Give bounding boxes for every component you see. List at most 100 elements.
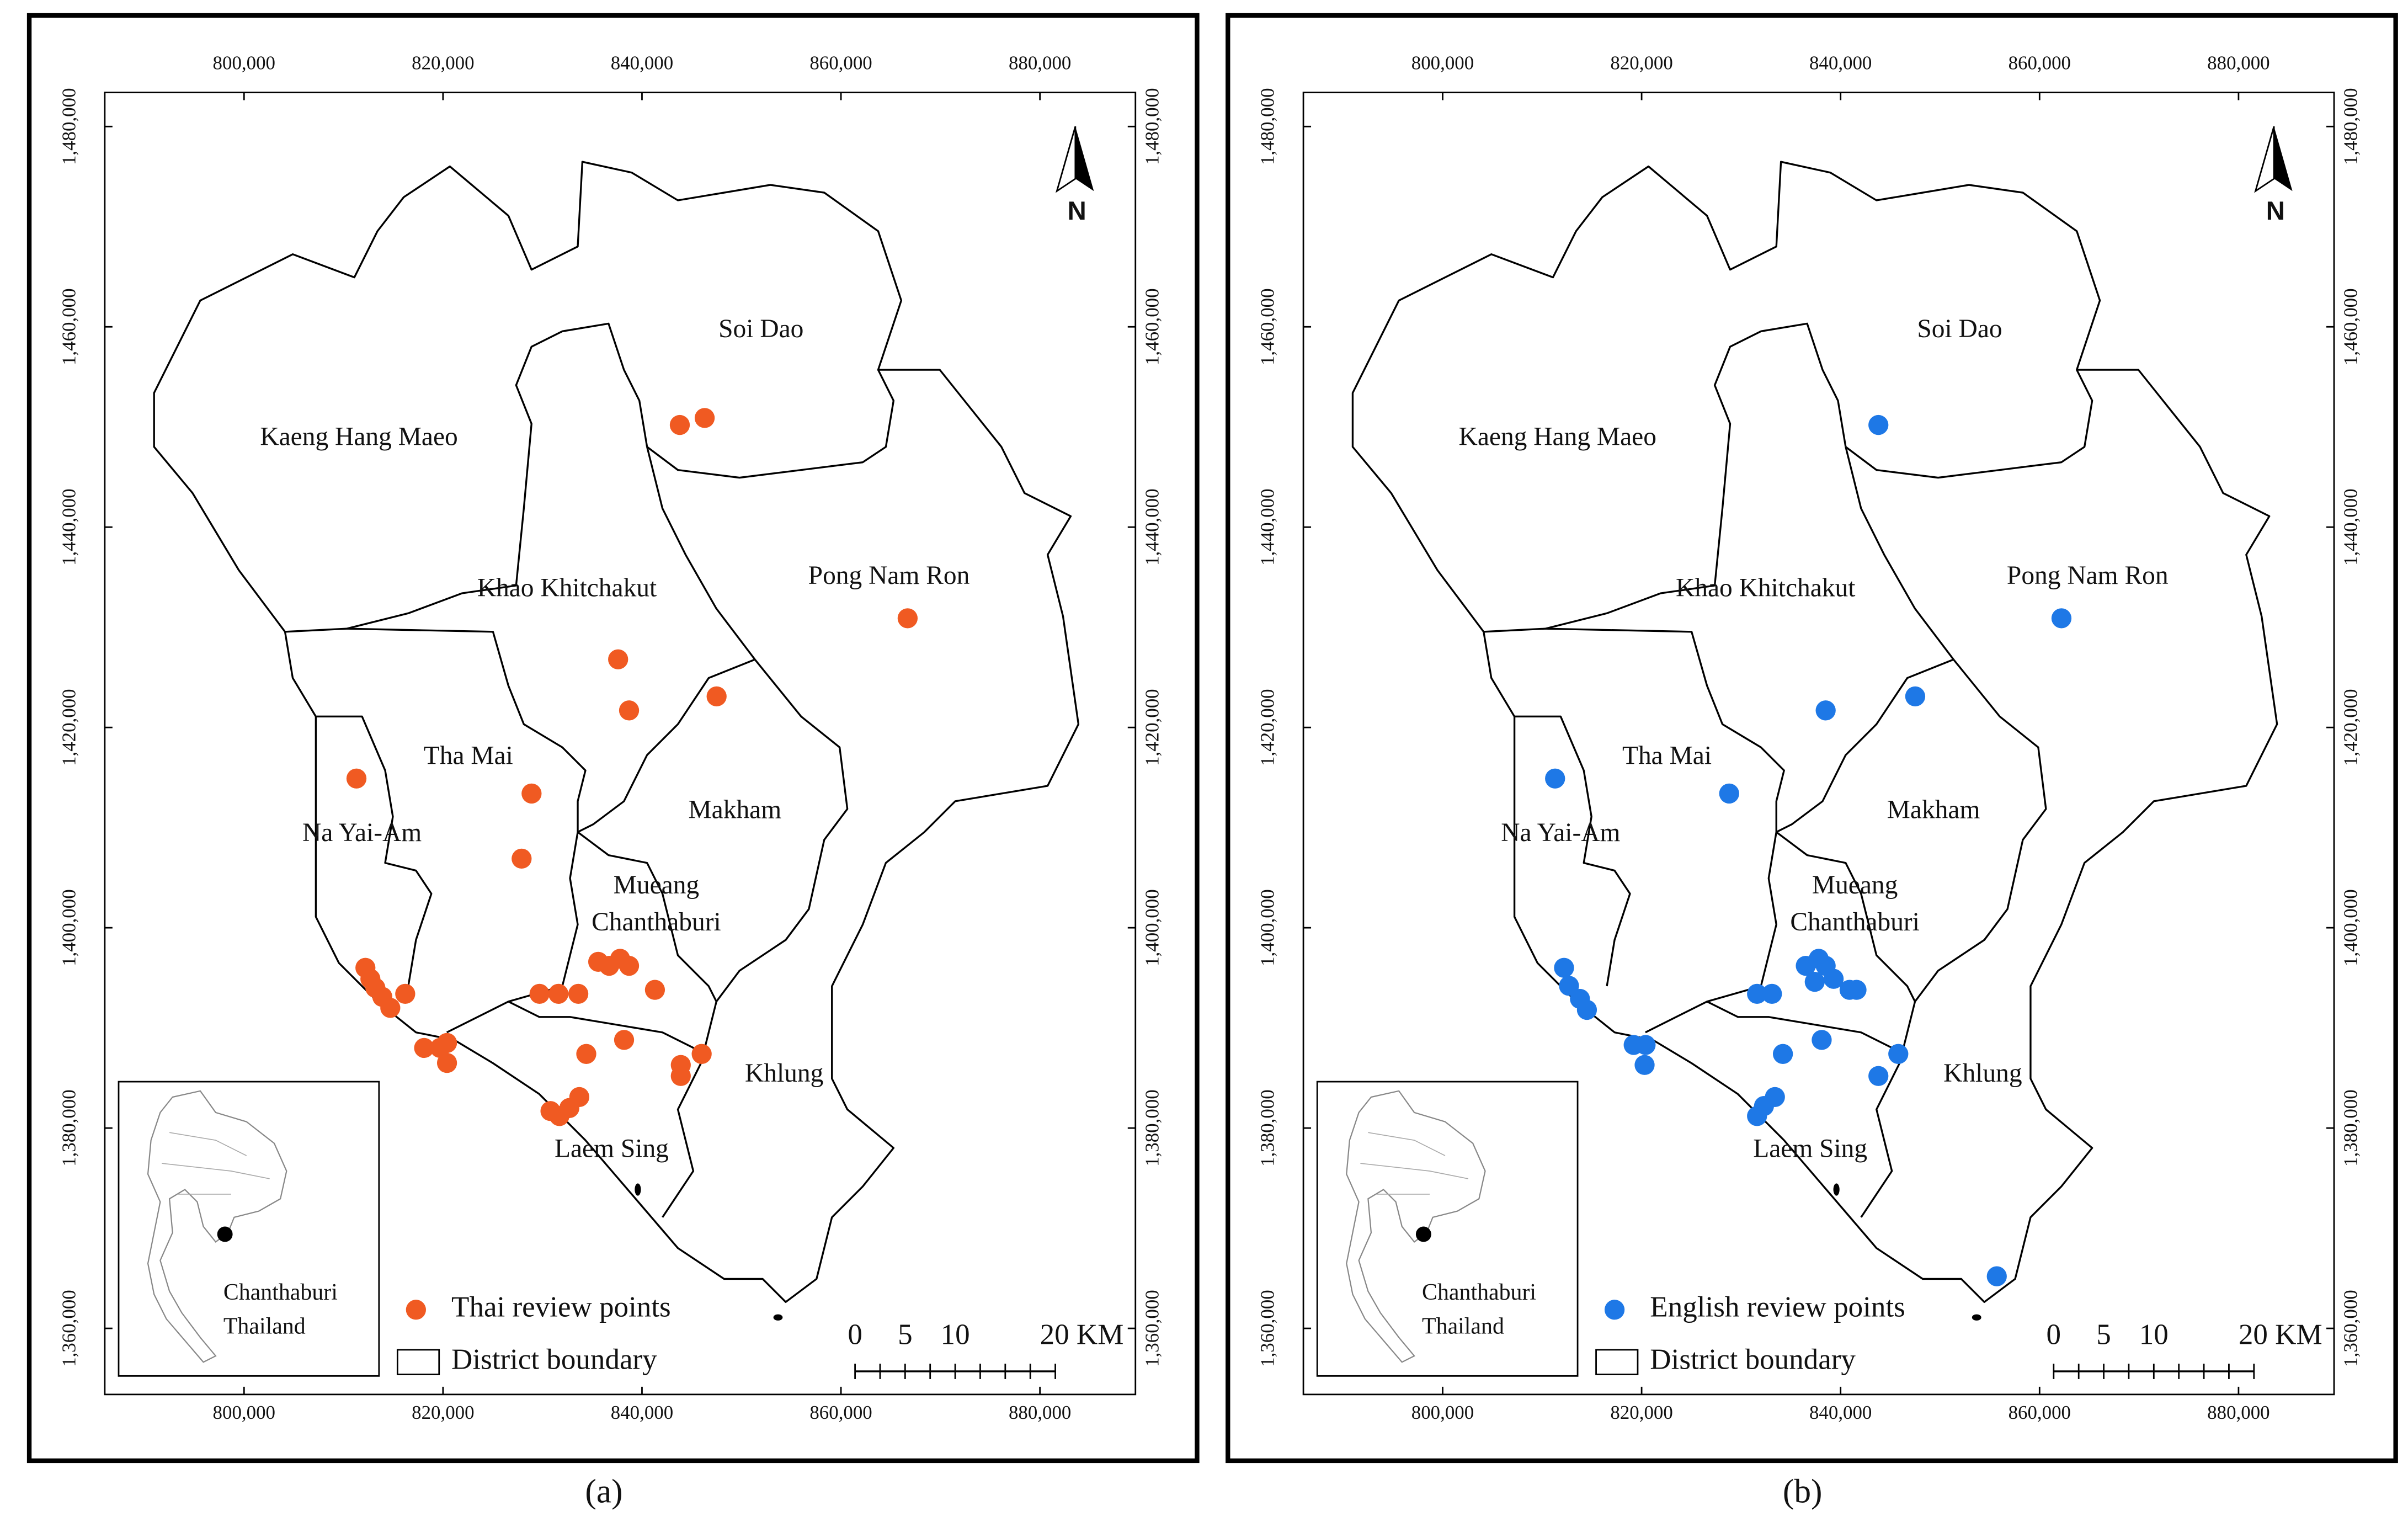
district-label: Laem Sing bbox=[555, 1135, 669, 1163]
district-label: Laem Sing bbox=[1753, 1135, 1867, 1163]
scale-bar-label: 0 bbox=[2047, 1319, 2061, 1351]
review-point bbox=[395, 983, 415, 1004]
review-point bbox=[1765, 1087, 1785, 1107]
y-tick-label: 1,440,000 bbox=[2340, 488, 2362, 566]
x-tick-label: 860,000 bbox=[2009, 1402, 2071, 1423]
y-tick-label: 1,480,000 bbox=[1141, 88, 1163, 165]
y-tick-label: 1,480,000 bbox=[2340, 88, 2362, 165]
x-tick-label: 840,000 bbox=[611, 1402, 673, 1423]
review-point bbox=[576, 1044, 596, 1064]
review-point bbox=[1576, 999, 1597, 1020]
review-point bbox=[512, 848, 532, 869]
review-point bbox=[588, 951, 609, 972]
legend-point-symbol bbox=[1604, 1300, 1625, 1320]
review-point bbox=[897, 608, 918, 629]
y-tick-label: 1,420,000 bbox=[1141, 689, 1163, 766]
north-arrow bbox=[1056, 125, 1095, 192]
x-tick-label: 880,000 bbox=[1009, 52, 1071, 73]
legend-label: District boundary bbox=[1650, 1343, 1856, 1375]
legend-label: Thai review points bbox=[451, 1291, 671, 1323]
inset-label: Chanthaburi bbox=[223, 1280, 338, 1305]
review-point bbox=[568, 983, 589, 1004]
y-tick-label: 1,400,000 bbox=[1257, 889, 1278, 966]
x-tick-label: 820,000 bbox=[1610, 52, 1672, 73]
district-label: Soi Dao bbox=[718, 315, 803, 343]
review-point bbox=[619, 700, 640, 721]
review-point bbox=[529, 983, 550, 1004]
district-label: Khao Khitchakut bbox=[1676, 573, 1856, 602]
district-label: Makham bbox=[1887, 795, 1980, 824]
y-tick-label: 1,460,000 bbox=[1257, 288, 1278, 365]
panel-caption: (b) bbox=[1783, 1472, 1823, 1510]
y-tick-label: 1,480,000 bbox=[58, 88, 79, 165]
review-point bbox=[614, 1030, 635, 1050]
x-tick-label: 800,000 bbox=[1411, 52, 1474, 73]
review-point bbox=[644, 980, 665, 1000]
y-tick-label: 1,400,000 bbox=[2340, 889, 2362, 966]
legend-label: District boundary bbox=[451, 1343, 657, 1375]
y-tick-label: 1,440,000 bbox=[58, 488, 79, 566]
y-tick-label: 1,380,000 bbox=[58, 1089, 79, 1167]
panel-border bbox=[1226, 13, 2398, 1464]
review-point bbox=[1812, 1030, 1832, 1050]
review-point bbox=[1772, 1044, 1793, 1064]
district-label: Mueang bbox=[1812, 871, 1898, 900]
legend-boundary-symbol bbox=[396, 1349, 440, 1375]
legend-boundary-symbol bbox=[1595, 1349, 1639, 1375]
district-label: Chanthaburi bbox=[592, 908, 721, 937]
review-point bbox=[2051, 608, 2072, 629]
north-label: N bbox=[1068, 196, 1086, 226]
y-tick-label: 1,380,000 bbox=[2340, 1089, 2362, 1167]
district-label: Tha Mai bbox=[1622, 742, 1712, 770]
review-point bbox=[414, 1037, 434, 1058]
x-tick-label: 860,000 bbox=[809, 1402, 872, 1423]
review-point bbox=[1815, 700, 1836, 721]
x-tick-label: 800,000 bbox=[213, 1402, 275, 1423]
review-point bbox=[1888, 1044, 1909, 1064]
x-tick-label: 820,000 bbox=[412, 1402, 474, 1423]
y-tick-label: 1,380,000 bbox=[1257, 1089, 1278, 1167]
review-point bbox=[608, 649, 628, 669]
review-point bbox=[1804, 971, 1825, 992]
inset-label: Thailand bbox=[1422, 1313, 1504, 1339]
x-tick-label: 840,000 bbox=[1809, 52, 1872, 73]
review-point bbox=[1846, 980, 1867, 1000]
north-label: N bbox=[2266, 196, 2285, 226]
review-point bbox=[1719, 783, 1739, 804]
district-label: Tha Mai bbox=[424, 742, 513, 770]
legend-point-symbol bbox=[406, 1300, 427, 1320]
map-frame bbox=[104, 92, 1137, 1396]
scale-bar-label: 20 KM bbox=[2239, 1319, 2322, 1351]
y-tick-label: 1,400,000 bbox=[58, 889, 79, 966]
y-tick-label: 1,420,000 bbox=[1257, 689, 1278, 766]
district-label: Chanthaburi bbox=[1790, 908, 1920, 937]
scale-bar-label: 20 KM bbox=[1040, 1319, 1124, 1351]
review-point bbox=[706, 686, 727, 707]
review-point bbox=[619, 955, 640, 976]
review-point bbox=[1905, 686, 1926, 707]
legend-label: English review points bbox=[1650, 1291, 1905, 1323]
y-tick-label: 1,420,000 bbox=[58, 689, 79, 766]
district-label: Khao Khitchakut bbox=[477, 573, 657, 602]
y-tick-label: 1,360,000 bbox=[1257, 1290, 1278, 1367]
review-point bbox=[1635, 1035, 1656, 1055]
review-point bbox=[346, 768, 367, 789]
y-tick-label: 1,380,000 bbox=[1141, 1089, 1163, 1167]
y-tick-label: 1,440,000 bbox=[1257, 488, 1278, 566]
y-tick-label: 1,460,000 bbox=[58, 288, 79, 365]
x-tick-label: 800,000 bbox=[213, 52, 275, 73]
x-tick-label: 840,000 bbox=[611, 52, 673, 73]
district-label: Makham bbox=[688, 795, 781, 824]
x-tick-label: 860,000 bbox=[2009, 52, 2071, 73]
review-point bbox=[1868, 414, 1889, 435]
district-label: Na Yai-Am bbox=[1501, 818, 1620, 847]
review-point bbox=[1868, 1066, 1889, 1086]
review-point bbox=[521, 783, 542, 804]
scale-bar-label: 5 bbox=[898, 1319, 913, 1351]
district-label: Pong Nam Ron bbox=[808, 561, 970, 590]
inset-label: Chanthaburi bbox=[1422, 1280, 1536, 1305]
x-tick-label: 800,000 bbox=[1411, 1402, 1474, 1423]
district-label: Pong Nam Ron bbox=[2007, 561, 2169, 590]
x-tick-label: 880,000 bbox=[1009, 1402, 1071, 1423]
